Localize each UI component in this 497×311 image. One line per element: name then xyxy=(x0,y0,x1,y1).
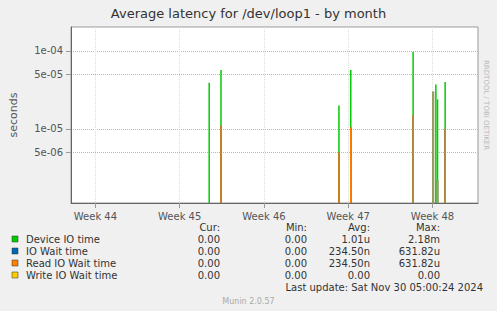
svg-text:Max:: Max: xyxy=(416,222,440,233)
svg-text:0.00: 0.00 xyxy=(418,270,440,281)
svg-text:IO Wait time: IO Wait time xyxy=(26,246,88,257)
svg-text:0.00: 0.00 xyxy=(285,270,307,281)
svg-text:0.00: 0.00 xyxy=(198,246,220,257)
svg-text:seconds: seconds xyxy=(7,92,20,137)
svg-text:0.00: 0.00 xyxy=(285,234,307,245)
svg-text:234.50n: 234.50n xyxy=(329,246,370,257)
svg-text:Last update: Sat Nov 30 05:00:: Last update: Sat Nov 30 05:00:24 2024 xyxy=(285,282,483,293)
svg-text:Week 47: Week 47 xyxy=(327,211,370,222)
svg-text:Week 48: Week 48 xyxy=(411,211,454,222)
svg-text:631.82u: 631.82u xyxy=(399,258,440,269)
svg-text:Week 46: Week 46 xyxy=(242,211,285,222)
svg-text:631.82u: 631.82u xyxy=(399,246,440,257)
svg-text:2.18m: 2.18m xyxy=(408,234,440,245)
svg-text:0.00: 0.00 xyxy=(198,234,220,245)
svg-text:0.00: 0.00 xyxy=(285,246,307,257)
svg-text:0.00: 0.00 xyxy=(285,258,307,269)
svg-text:5e-05: 5e-05 xyxy=(34,69,63,80)
svg-text:234.50n: 234.50n xyxy=(329,258,370,269)
svg-text:0.00: 0.00 xyxy=(198,270,220,281)
svg-text:1e-05: 1e-05 xyxy=(34,123,63,134)
svg-text:0.00: 0.00 xyxy=(348,270,370,281)
svg-text:Cur:: Cur: xyxy=(199,222,220,233)
svg-text:1.01u: 1.01u xyxy=(341,234,370,245)
svg-text:Read IO Wait time: Read IO Wait time xyxy=(26,258,116,269)
svg-text:1e-04: 1e-04 xyxy=(34,45,63,56)
svg-text:Average latency for /dev/loop1: Average latency for /dev/loop1 - by mont… xyxy=(111,6,386,21)
svg-text:0.00: 0.00 xyxy=(198,258,220,269)
svg-text:Week 45: Week 45 xyxy=(158,211,201,222)
svg-text:Write IO Wait time: Write IO Wait time xyxy=(26,270,117,281)
svg-text:Avg:: Avg: xyxy=(348,222,370,233)
svg-text:RRDTOOL / TOBI OETIKER: RRDTOOL / TOBI OETIKER xyxy=(482,60,490,150)
svg-text:5e-06: 5e-06 xyxy=(34,147,63,158)
svg-text:Min:: Min: xyxy=(286,222,307,233)
svg-text:Device IO time: Device IO time xyxy=(26,234,100,245)
svg-text:Munin 2.0.57: Munin 2.0.57 xyxy=(222,297,274,306)
svg-text:Week 44: Week 44 xyxy=(74,211,117,222)
